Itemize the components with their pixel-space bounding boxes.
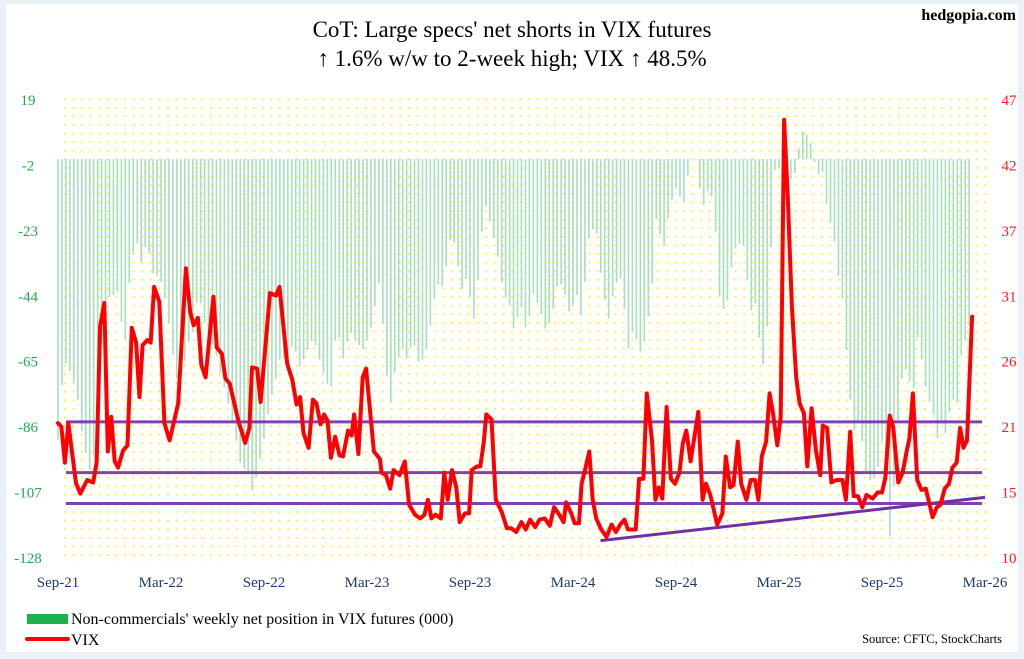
left-axis-tick-label: -65 [18,355,38,371]
right-axis-tick-label: 47 [1002,93,1018,109]
vix-series [56,117,975,539]
left-axis-tick-label: -2 [22,158,35,174]
right-axis: 47 42 37 31 26 21 15 10 [1002,93,1018,567]
right-axis-tick-label: 26 [1002,355,1018,371]
left-axis: 19 -2 -23 -44 -65 -86 -107 -128 [14,93,42,567]
left-axis-tick-label: 19 [21,93,36,109]
x-axis: Sep-21 Mar-22 Sep-22 Mar-23 Sep-23 Mar-24 Sep-… [37,575,1008,591]
x-axis-tick-label: Mar-25 [757,575,802,591]
chart-title: CoT: Large specs' net shorts in VIX futu… [313,17,712,42]
x-axis-tick-label: Mar-26 [963,575,1008,591]
x-axis-tick-label: Sep-23 [449,575,492,591]
left-axis-tick-label: -107 [14,486,42,502]
x-axis-tick-label: Sep-22 [243,575,286,591]
source-note: Source: CFTC, StockCharts [862,632,1002,646]
left-axis-tick-label: -128 [14,551,42,567]
chart-subtitle: ↑ 1.6% w/w to 2-week high; VIX ↑ 48.5% [317,46,706,71]
vix-line [56,117,975,539]
left-axis-tick-label: -23 [18,224,38,240]
x-axis-tick-label: Sep-25 [861,575,904,591]
brand-watermark: hedgopia.com [921,7,1016,24]
x-axis-tick-label: Sep-21 [37,575,80,591]
left-axis-tick-label: -86 [18,420,38,436]
left-axis-tick-label: -44 [18,289,38,305]
legend-swatch-bars [27,614,68,624]
legend: Non-commercials' weekly net position in … [25,611,454,649]
legend-label-vix: VIX [71,632,100,649]
right-axis-tick-label: 42 [1002,158,1017,174]
x-axis-tick-label: Mar-23 [345,575,390,591]
legend-label-bars: Non-commercials' weekly net position in … [71,611,454,628]
rising-trendline [600,495,986,543]
right-axis-tick-label: 15 [1002,486,1017,502]
right-axis-tick-label: 31 [1002,289,1017,305]
x-axis-tick-label: Sep-24 [655,575,698,591]
right-axis-tick-label: 21 [1002,420,1017,436]
x-axis-tick-label: Mar-24 [551,575,596,591]
right-axis-tick-label: 10 [1002,551,1017,567]
x-axis-tick-label: Mar-22 [139,575,184,591]
right-axis-tick-label: 37 [1002,224,1018,240]
